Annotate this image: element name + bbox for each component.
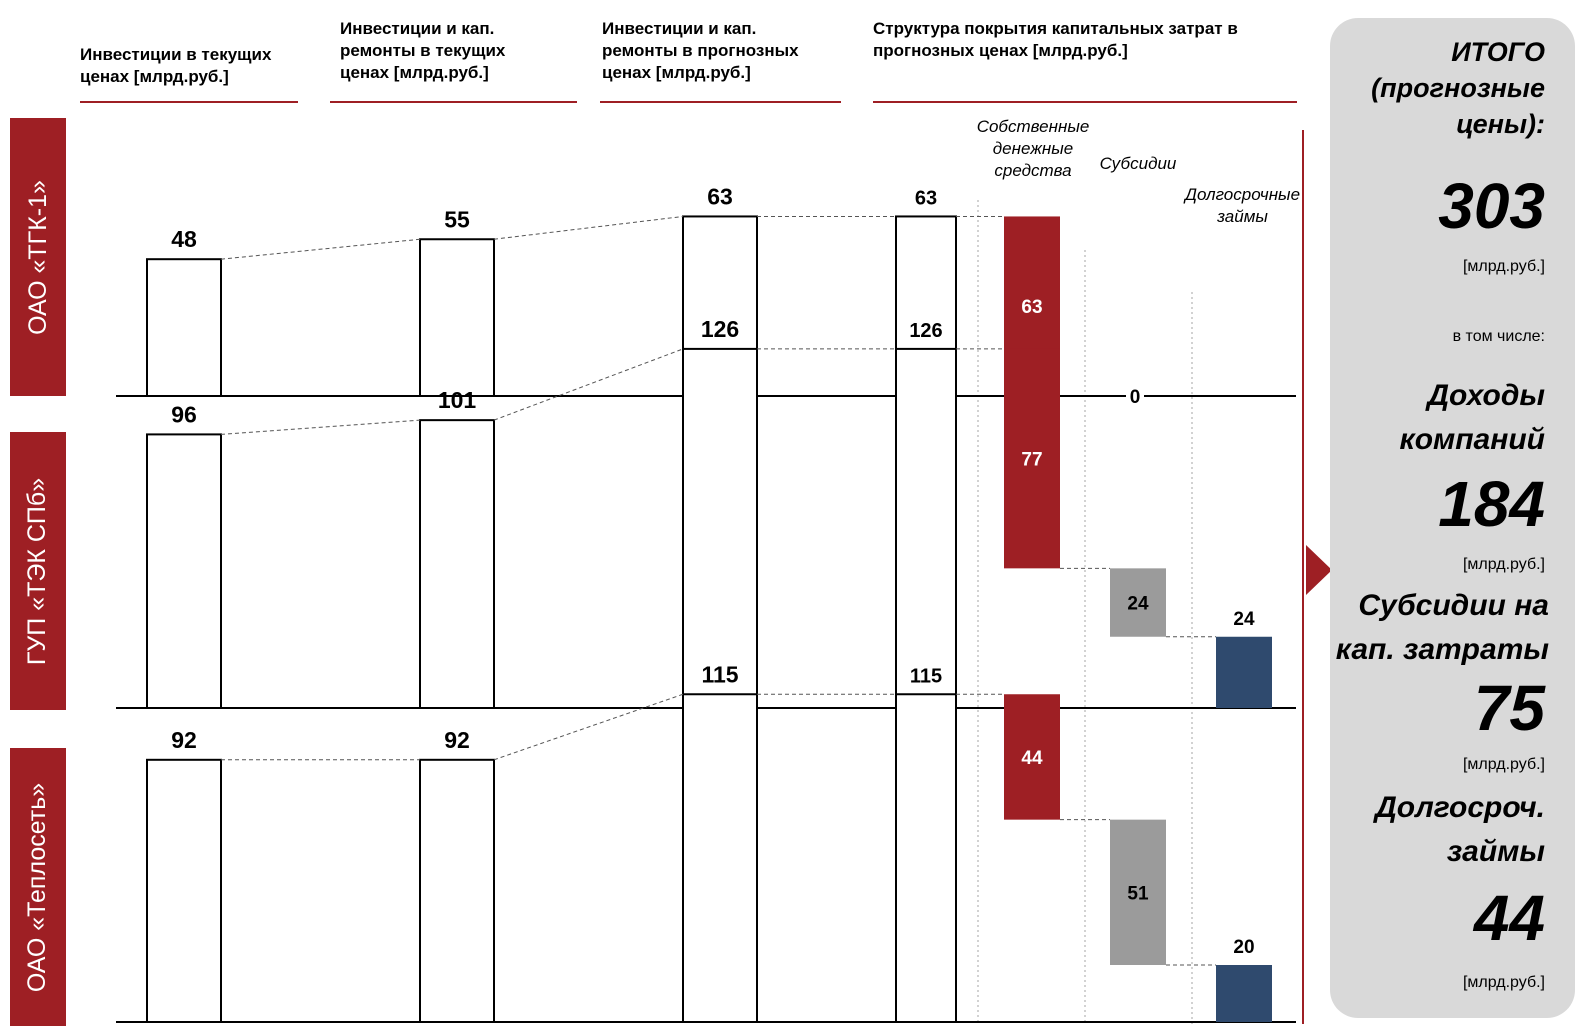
label-long-loans-row-3: 20	[1233, 937, 1254, 958]
bar-structure-total-row-3	[895, 693, 957, 1023]
header-current-investments-repairs: Инвестиции и кап. ремонты в текущих цена…	[340, 19, 506, 82]
connector-2-row-2	[493, 348, 684, 421]
summary-loans-label: Долгосроч. займы	[1375, 791, 1545, 868]
summary-subsidies-unit: [млрд.руб.]	[1462, 756, 1545, 773]
header-forecast-investments-repairs: Инвестиции и кап. ремонты в прогнозных ц…	[602, 19, 799, 82]
label-structure-total-row-2: 126	[909, 320, 942, 342]
bar-own-funds-row-2	[1004, 348, 1060, 569]
summary-subsidies: 75	[1473, 672, 1545, 744]
bar-current-rep-row-1	[419, 238, 495, 397]
connector-2-row-3	[493, 693, 684, 761]
summary-income-unit: [млрд.руб.]	[1462, 556, 1545, 573]
label-structure-total-row-3: 115	[910, 665, 942, 687]
annotation-long-loans: Долгосрочные займы	[1184, 185, 1301, 226]
separator-arrow	[1306, 545, 1332, 595]
label-current-rep-row-2: 101	[438, 387, 477, 413]
label-current-row-1: 48	[171, 226, 197, 252]
label-forecast-rep-row-2: 126	[701, 316, 739, 342]
summary-income-label: Доходы компаний	[1399, 379, 1545, 456]
bar-own-funds-row-3	[1004, 694, 1060, 820]
bar-long-loans-row-2	[1216, 636, 1272, 708]
bar-structure-total-row-2	[895, 347, 957, 709]
label-forecast-rep-row-1: 63	[707, 183, 733, 209]
bar-current-rep-row-2	[419, 419, 495, 709]
zero-label-bg-row-1	[1126, 382, 1144, 408]
summary-total: 303	[1438, 170, 1545, 242]
annotation-own-funds: Собственные денежные средства	[976, 117, 1090, 180]
summary-title: ИТОГО (прогнозные цены):	[1371, 37, 1545, 139]
label-current-row-2: 96	[171, 401, 197, 427]
header-cost-structure: Структура покрытия капитальных затрат в …	[873, 19, 1238, 60]
summary-income: 184	[1438, 468, 1545, 540]
label-current-rep-row-1: 55	[444, 206, 470, 232]
label-zero-row-1: 0	[1130, 387, 1141, 408]
bar-subsidies-row-3	[1110, 819, 1166, 965]
label-structure-total-row-1: 63	[915, 187, 937, 209]
label-own-funds-row-2: 77	[1021, 450, 1042, 471]
bar-forecast-rep-row-2	[682, 347, 758, 709]
bar-subsidies-row-2	[1110, 568, 1166, 637]
bar-current-rep-row-3	[419, 758, 495, 1023]
summary-subsidies-label: Субсидии на кап. затраты	[1335, 589, 1549, 666]
bar-current-row-3	[146, 758, 222, 1023]
summary-total-unit: [млрд.руб.]	[1462, 258, 1545, 275]
label-current-rep-row-3: 92	[444, 727, 470, 753]
summary-loans-unit: [млрд.руб.]	[1462, 974, 1545, 991]
connector-2-row-1	[493, 215, 684, 240]
annotation-subsidies: Субсидии	[1099, 154, 1177, 173]
label-current-row-3: 92	[171, 727, 197, 753]
summary-including: в том числе:	[1452, 328, 1545, 345]
label-forecast-rep-row-3: 115	[701, 661, 738, 687]
bar-current-row-1	[146, 258, 222, 398]
label-long-loans-row-2: 24	[1233, 609, 1255, 630]
row-label-tek-spb: ГУП «ТЭК СПб»	[10, 432, 66, 710]
row-label-tgk1: ОАО «ТГК-1»	[10, 118, 66, 396]
bar-current-row-2	[146, 433, 222, 709]
row-label-teploset: ОАО «Теплосеть»	[10, 748, 66, 1026]
label-subsidies-row-2: 24	[1127, 594, 1149, 615]
connector-1-row-2	[220, 419, 421, 435]
connector-1-row-1	[220, 238, 421, 260]
summary-loans: 44	[1473, 882, 1545, 954]
label-subsidies-row-3: 51	[1127, 883, 1149, 904]
summary-panel: ИТОГО (прогнозные цены): 303 [млрд.руб.]…	[1330, 18, 1575, 1018]
bar-long-loans-row-3	[1216, 965, 1272, 1022]
label-own-funds-row-1: 63	[1021, 297, 1042, 318]
bar-forecast-rep-row-3	[682, 693, 758, 1023]
label-own-funds-row-3: 44	[1021, 748, 1043, 769]
header-current-investments: Инвестиции в текущих ценах [млрд.руб.]	[80, 45, 272, 86]
